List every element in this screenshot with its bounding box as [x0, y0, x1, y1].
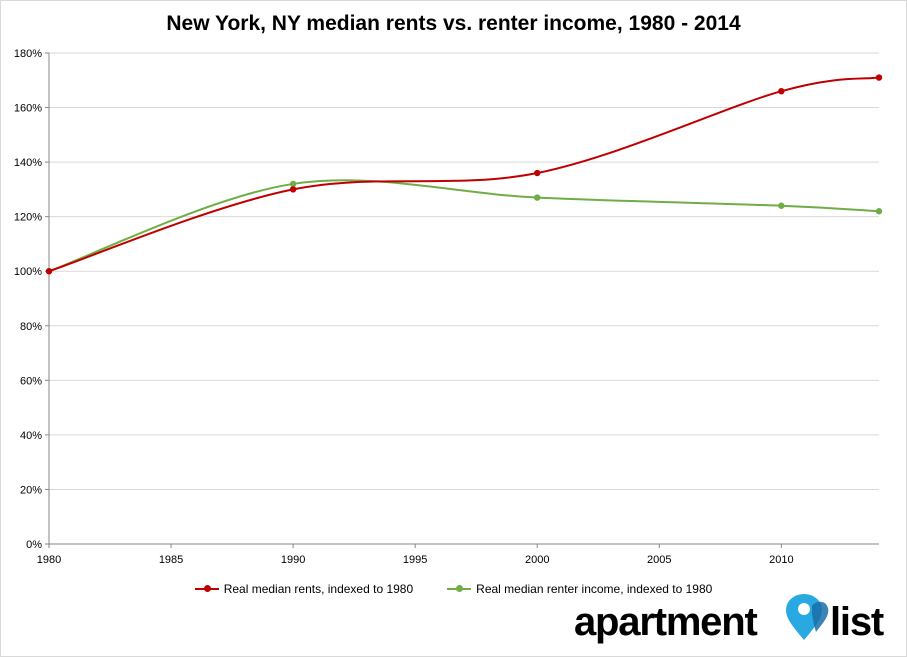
- y-tick-label: 0%: [26, 539, 42, 551]
- x-tick-label: 1990: [281, 554, 305, 566]
- y-tick-label: 120%: [14, 212, 42, 224]
- legend-swatch-rents: [194, 585, 219, 592]
- data-point-rents: [778, 87, 785, 95]
- y-tick-label: 160%: [14, 103, 42, 115]
- x-tick-label: 2010: [769, 554, 793, 566]
- data-point-income: [875, 208, 883, 215]
- data-point-rents: [534, 169, 541, 177]
- legend-item-rents: Real median rents, indexed to 1980: [194, 582, 414, 596]
- chart-title: New York, NY median rents vs. renter inc…: [166, 12, 741, 35]
- y-tick-label: 100%: [14, 266, 42, 278]
- x-tick-label: 1985: [159, 554, 183, 566]
- y-tick-label: 60%: [20, 375, 42, 387]
- legend-item-income: Real median renter income, indexed to 19…: [447, 582, 712, 596]
- y-tick-label: 80%: [20, 321, 42, 333]
- y-tick-label: 20%: [20, 484, 42, 496]
- y-tick-label: 40%: [20, 430, 42, 442]
- map-pin-heart-icon: [786, 594, 829, 640]
- x-tick-label: 2000: [525, 554, 549, 566]
- data-point-income: [289, 180, 297, 188]
- gridlines: [49, 52, 879, 490]
- x-tick-labels: 1980 1985 1990 1995 2000 2005 2010: [37, 554, 794, 566]
- apartment-list-logo: apartment list: [574, 590, 896, 646]
- series-line-rents: [48, 76, 880, 273]
- y-tick-labels: 0% 20% 40% 60% 80% 100% 120% 140% 160% 180%: [14, 48, 42, 551]
- legend-label-rents: Real median rents, indexed to 1980: [223, 582, 414, 596]
- axes: [45, 52, 879, 548]
- y-tick-label: 180%: [14, 48, 42, 60]
- logo-text-apartment: apartment: [574, 600, 758, 644]
- x-tick-label: 1980: [37, 554, 61, 566]
- data-point-income: [778, 202, 785, 209]
- x-tick-label: 1995: [403, 554, 427, 566]
- x-tick-label: 2005: [647, 554, 671, 566]
- series-lines: [45, 74, 883, 275]
- legend-swatch-income: [447, 585, 472, 592]
- logo-text-list: list: [830, 600, 884, 644]
- legend-label-income: Real median renter income, indexed to 19…: [476, 582, 713, 596]
- y-tick-label: 140%: [14, 157, 42, 169]
- data-point-rents: [45, 268, 53, 275]
- data-point-rents: [875, 74, 883, 81]
- data-point-rents: [289, 186, 297, 193]
- data-point-income: [534, 194, 541, 201]
- legend: Real median rents, indexed to 1980 Real …: [0, 582, 907, 596]
